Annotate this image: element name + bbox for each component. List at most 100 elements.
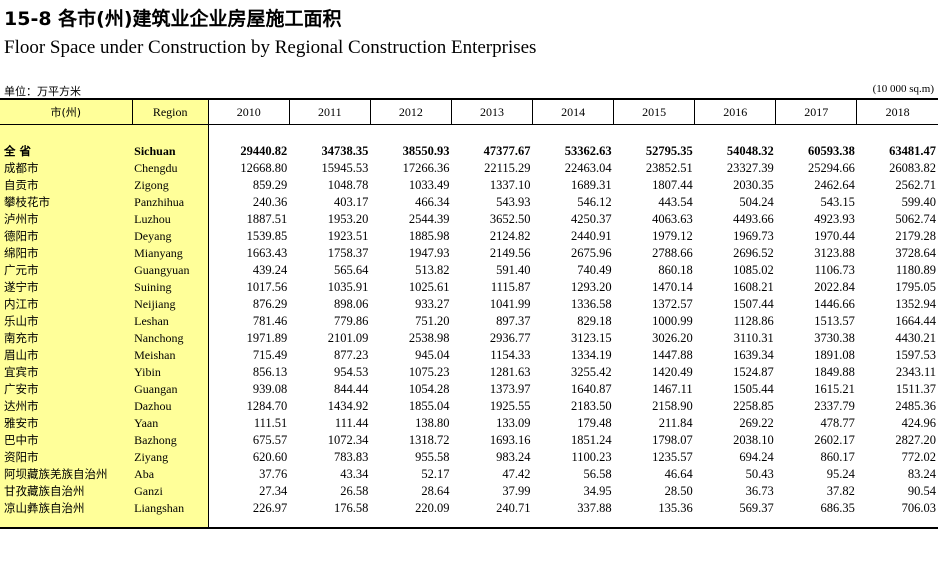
value-cell: 2124.82 bbox=[489, 229, 531, 243]
value-cell: 1798.07 bbox=[652, 433, 693, 447]
value-cell: 1100.23 bbox=[571, 450, 612, 464]
value-cell: 1511.37 bbox=[895, 382, 936, 396]
value-cell: 240.71 bbox=[496, 501, 531, 515]
value-cell: 2936.77 bbox=[489, 331, 531, 345]
value-cell: 60593.38 bbox=[807, 144, 855, 158]
value-cell: 28.50 bbox=[664, 484, 693, 498]
region-name-en: Ziyang bbox=[132, 449, 209, 466]
region-name-en: Liangshan bbox=[132, 500, 209, 517]
value-cell: 3123.15 bbox=[570, 331, 612, 345]
value-cell: 1795.05 bbox=[895, 280, 936, 294]
col-header-year: 2012 bbox=[369, 98, 452, 125]
value-cell: 22115.29 bbox=[484, 161, 531, 175]
value-cell: 860.17 bbox=[820, 450, 855, 464]
city-name-cn: 全 省 bbox=[0, 143, 133, 160]
value-cell: 1372.57 bbox=[652, 297, 693, 311]
value-cell: 95.24 bbox=[826, 467, 855, 481]
value-cell: 138.80 bbox=[415, 416, 450, 430]
city-name-cn: 雅安市 bbox=[0, 415, 133, 432]
region-name-en: Dazhou bbox=[132, 398, 209, 415]
value-cell: 694.24 bbox=[739, 450, 774, 464]
value-cell: 23852.51 bbox=[645, 161, 693, 175]
city-name-cn: 泸州市 bbox=[0, 211, 133, 228]
value-cell: 1524.87 bbox=[733, 365, 774, 379]
value-cell: 1284.70 bbox=[246, 399, 288, 413]
value-cell: 715.49 bbox=[252, 348, 288, 362]
table-row: 广元市 Guangyuan 439.24 565.64 513.82 591.40 740.… bbox=[0, 262, 938, 279]
value-cell: 1035.91 bbox=[327, 280, 369, 294]
value-cell: 1017.56 bbox=[246, 280, 288, 294]
region-name-en: Sichuan bbox=[132, 143, 209, 160]
table-row: 广安市 Guangan 939.08 844.44 1054.28 1373.97 1640… bbox=[0, 381, 938, 398]
value-cell: 4430.21 bbox=[895, 331, 936, 345]
city-name-cn: 自贡市 bbox=[0, 177, 133, 194]
value-cell: 1849.88 bbox=[814, 365, 855, 379]
table-row: 巴中市 Bazhong 675.57 1072.34 1318.72 1693.16 185… bbox=[0, 432, 938, 449]
city-name-cn: 成都市 bbox=[0, 160, 133, 177]
value-cell: 1608.21 bbox=[733, 280, 774, 294]
value-cell: 52.17 bbox=[421, 467, 450, 481]
value-cell: 3728.64 bbox=[895, 246, 936, 260]
region-name-en: Bazhong bbox=[132, 432, 209, 449]
value-cell: 211.84 bbox=[658, 416, 693, 430]
value-cell: 43.34 bbox=[340, 467, 369, 481]
city-name-cn: 遂宁市 bbox=[0, 279, 133, 296]
value-cell: 1639.34 bbox=[733, 348, 774, 362]
value-cell: 1467.11 bbox=[652, 382, 693, 396]
value-cell: 2696.52 bbox=[733, 246, 774, 260]
value-cell: 403.17 bbox=[334, 195, 369, 209]
region-name-en: Deyang bbox=[132, 228, 209, 245]
value-cell: 47377.67 bbox=[483, 144, 531, 158]
value-cell: 466.34 bbox=[415, 195, 450, 209]
value-cell: 876.29 bbox=[252, 297, 288, 311]
value-cell: 1640.87 bbox=[570, 382, 612, 396]
table-row: 内江市 Neijiang 876.29 898.06 933.27 1041.99 1336… bbox=[0, 296, 938, 313]
value-cell: 1154.33 bbox=[490, 348, 531, 362]
value-cell: 954.53 bbox=[334, 365, 369, 379]
value-cell: 269.22 bbox=[739, 416, 774, 430]
table-row: 甘孜藏族自治州 Ganzi 27.34 26.58 28.64 37.99 34.95 28.… bbox=[0, 483, 938, 500]
value-cell: 1447.88 bbox=[652, 348, 693, 362]
city-name-cn: 宜宾市 bbox=[0, 364, 133, 381]
value-cell: 1000.99 bbox=[652, 314, 693, 328]
value-cell: 706.03 bbox=[901, 501, 936, 515]
value-cell: 1947.93 bbox=[408, 246, 450, 260]
city-name-cn: 眉山市 bbox=[0, 347, 133, 364]
value-cell: 2788.66 bbox=[652, 246, 693, 260]
value-cell: 226.97 bbox=[252, 501, 288, 515]
value-cell: 1235.57 bbox=[652, 450, 693, 464]
col-header-year: 2011 bbox=[288, 98, 371, 125]
value-cell: 1318.72 bbox=[408, 433, 450, 447]
value-cell: 1054.28 bbox=[408, 382, 450, 396]
value-cell: 939.08 bbox=[252, 382, 288, 396]
region-name-en: Guangyuan bbox=[132, 262, 209, 279]
value-cell: 2179.28 bbox=[895, 229, 936, 243]
city-name-cn: 甘孜藏族自治州 bbox=[0, 483, 133, 500]
value-cell: 37.99 bbox=[502, 484, 531, 498]
value-cell: 2101.09 bbox=[327, 331, 369, 345]
value-cell: 2440.91 bbox=[570, 229, 612, 243]
value-cell: 4493.66 bbox=[733, 212, 774, 226]
value-cell: 27.34 bbox=[259, 484, 288, 498]
region-name-en: Yaan bbox=[132, 415, 209, 432]
value-cell: 781.46 bbox=[252, 314, 288, 328]
city-name-cn: 内江市 bbox=[0, 296, 133, 313]
value-cell: 860.18 bbox=[658, 263, 693, 277]
value-cell: 2258.85 bbox=[733, 399, 774, 413]
value-cell: 2149.56 bbox=[489, 246, 531, 260]
value-cell: 620.60 bbox=[252, 450, 288, 464]
city-name-cn: 攀枝花市 bbox=[0, 194, 133, 211]
col-header-year: 2016 bbox=[694, 98, 776, 125]
region-name-en: Chengdu bbox=[132, 160, 209, 177]
value-cell: 772.02 bbox=[901, 450, 936, 464]
value-cell: 1969.73 bbox=[733, 229, 774, 243]
city-name-cn: 德阳市 bbox=[0, 228, 133, 245]
region-name-en: Zigong bbox=[132, 177, 209, 194]
value-cell: 1180.89 bbox=[895, 263, 936, 277]
city-name-cn: 资阳市 bbox=[0, 449, 133, 466]
value-cell: 26083.82 bbox=[889, 161, 936, 175]
value-cell: 1470.14 bbox=[652, 280, 693, 294]
value-cell: 47.42 bbox=[502, 467, 531, 481]
city-name-cn: 达州市 bbox=[0, 398, 133, 415]
region-name-en: Aba bbox=[132, 466, 209, 483]
